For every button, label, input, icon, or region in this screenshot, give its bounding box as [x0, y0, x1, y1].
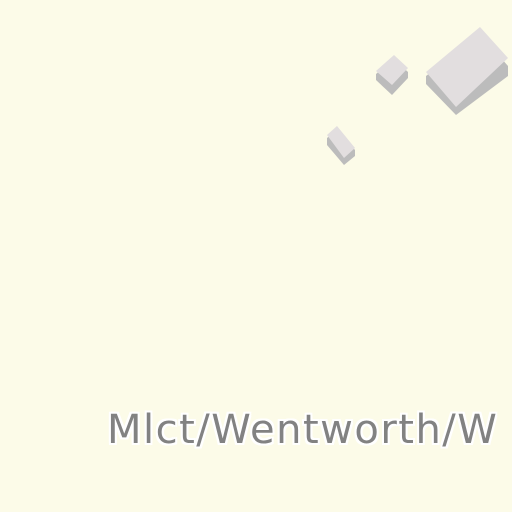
building-large	[426, 27, 508, 115]
building-small-top	[376, 55, 408, 95]
street-label: Mlct/Wentworth/W	[107, 407, 499, 453]
building-small-left	[327, 126, 355, 165]
